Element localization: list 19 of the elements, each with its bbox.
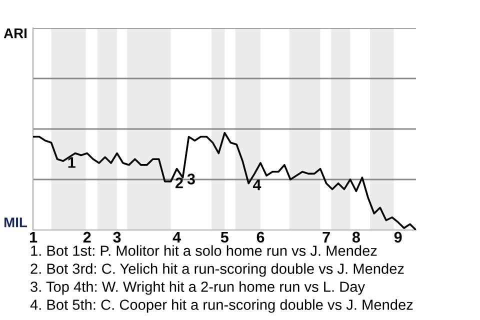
x-tick-label: 7 [322, 232, 330, 242]
text: 1. Bot 1st: P. Molitor hit a solo home run vs J. Mendez [31, 245, 377, 256]
annotation: 2 [176, 178, 183, 188]
x-tick-label: 8 [352, 232, 360, 243]
annotation: 1 [68, 157, 76, 168]
x-tick-label: 4 [172, 232, 181, 242]
text: 2. Bot 3rd: C. Yelich hit a run-scoring double vs J. Mendez [30, 263, 404, 277]
annotation: 4 [252, 180, 262, 190]
x-tick-label: 1 [30, 232, 38, 242]
x-tick-label: 2 [83, 232, 91, 242]
text: 3. Top 4th: W. Wright hit a 2-run home run vs L. Day [30, 281, 366, 295]
x-tick-label: 5 [220, 232, 228, 243]
x-tick-label: 6 [256, 232, 264, 243]
x-tick-label: 3 [113, 232, 121, 243]
x-tick-label: 9 [394, 232, 402, 243]
text: 4. Bot 5th: C. Cooper hit a run-scoring double vs J. Mendez [30, 299, 413, 313]
text: MIL [4, 218, 28, 228]
annotation: 3 [187, 174, 195, 184]
text: ARI [4, 28, 27, 38]
